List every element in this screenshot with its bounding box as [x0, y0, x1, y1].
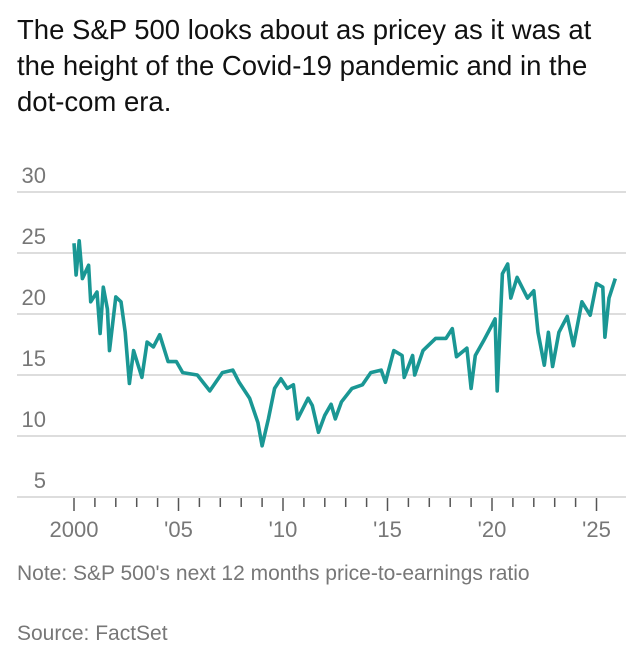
y-tick-label: 5 — [34, 468, 46, 493]
chart-note: Note: S&P 500's next 12 months price-to-… — [17, 562, 530, 585]
x-tick-label: 2000 — [50, 517, 99, 542]
y-tick-label: 30 — [22, 163, 46, 188]
x-tick-label: '05 — [164, 517, 193, 542]
x-tick-label: '20 — [478, 517, 507, 542]
chart-source: Source: FactSet — [17, 622, 168, 645]
y-tick-label: 10 — [22, 407, 46, 432]
x-tick-label: '10 — [269, 517, 298, 542]
y-tick-label: 25 — [22, 224, 46, 249]
pe-ratio-chart: 30 25 20 15 10 5 2000 '05 '10 '15 '20 '25 — [17, 163, 626, 542]
pe-ratio-line — [72, 239, 618, 448]
y-tick-label: 15 — [22, 346, 46, 371]
x-tick-label: '25 — [582, 517, 611, 542]
x-tick-label: '15 — [373, 517, 402, 542]
y-tick-label: 20 — [22, 285, 46, 310]
chart-title: The S&P 500 looks about as pricey as it … — [17, 14, 592, 117]
